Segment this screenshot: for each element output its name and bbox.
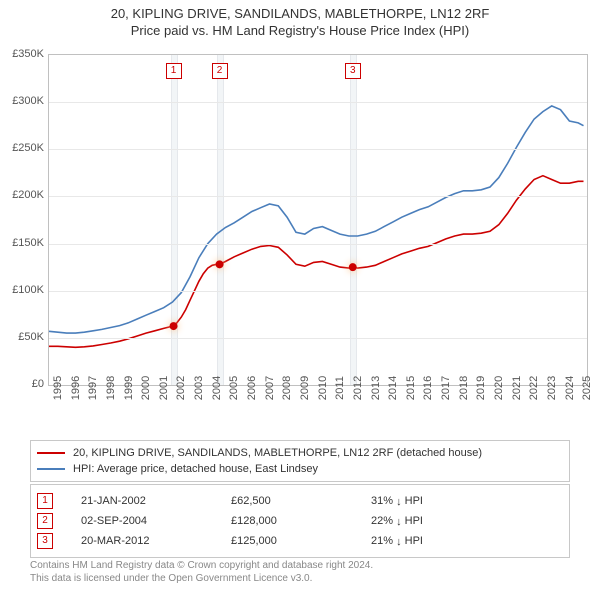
x-axis-tick-label: 2020	[493, 376, 505, 400]
gridline-horizontal	[49, 338, 587, 339]
footer-attribution: Contains HM Land Registry data © Crown c…	[30, 560, 570, 585]
x-axis-tick-label: 2003	[193, 376, 205, 400]
legend-box: 20, KIPLING DRIVE, SANDILANDS, MABLETHOR…	[30, 440, 570, 482]
y-axis-tick-label: £250K	[4, 142, 44, 154]
transaction-price: £125,000	[231, 535, 371, 547]
x-axis-tick-label: 2019	[475, 376, 487, 400]
transaction-date: 20-MAR-2012	[81, 535, 231, 547]
x-axis-tick-label: 2004	[211, 376, 223, 400]
x-axis-tick-label: 2002	[175, 376, 187, 400]
transaction-date: 21-JAN-2002	[81, 495, 231, 507]
transaction-marker: 2	[212, 63, 228, 79]
transaction-price: £62,500	[231, 495, 371, 507]
x-axis-tick-label: 2005	[228, 376, 240, 400]
transaction-row: 1 21-JAN-2002 £62,500 31% ↓ HPI	[37, 491, 563, 511]
x-axis-tick-label: 2013	[370, 376, 382, 400]
arrow-down-icon: ↓	[396, 496, 402, 508]
y-axis-tick-label: £50K	[4, 331, 44, 343]
legend-swatch-hpi	[37, 468, 65, 470]
x-axis-tick-label: 2007	[264, 376, 276, 400]
x-axis-tick-label: 2024	[564, 376, 576, 400]
x-axis-tick-label: 2021	[511, 376, 523, 400]
chart-plot-area: 1 2 3	[48, 54, 588, 386]
x-axis-tick-label: 2006	[246, 376, 258, 400]
chart-title-main: 20, KIPLING DRIVE, SANDILANDS, MABLETHOR…	[0, 6, 600, 21]
y-axis-tick-label: £100K	[4, 284, 44, 296]
transaction-delta: 21% ↓ HPI	[371, 535, 563, 547]
legend-row-property: 20, KIPLING DRIVE, SANDILANDS, MABLETHOR…	[37, 445, 563, 461]
legend-label-property: 20, KIPLING DRIVE, SANDILANDS, MABLETHOR…	[73, 447, 482, 459]
arrow-down-icon: ↓	[396, 536, 402, 548]
transaction-index-box: 1	[37, 493, 53, 509]
x-axis-tick-label: 2000	[140, 376, 152, 400]
transaction-point	[170, 322, 178, 330]
x-axis-tick-label: 2009	[299, 376, 311, 400]
x-axis-tick-label: 2011	[334, 376, 346, 400]
gridline-horizontal	[49, 291, 587, 292]
transaction-delta: 22% ↓ HPI	[371, 515, 563, 527]
x-axis-tick-label: 2015	[405, 376, 417, 400]
gridline-horizontal	[49, 196, 587, 197]
x-axis-tick-label: 2023	[546, 376, 558, 400]
transaction-point	[216, 260, 224, 268]
line-series-property	[49, 176, 584, 348]
footer-line2: This data is licensed under the Open Gov…	[30, 573, 570, 586]
transaction-marker: 1	[166, 63, 182, 79]
transaction-delta: 31% ↓ HPI	[371, 495, 563, 507]
x-axis-tick-label: 2022	[528, 376, 540, 400]
chart-svg	[49, 55, 587, 385]
x-axis-tick-label: 1997	[87, 376, 99, 400]
arrow-down-icon: ↓	[396, 516, 402, 528]
x-axis-tick-label: 2018	[458, 376, 470, 400]
x-axis-tick-label: 1998	[105, 376, 117, 400]
x-axis-tick-label: 2014	[387, 376, 399, 400]
transactions-table: 1 21-JAN-2002 £62,500 31% ↓ HPI 2 02-SEP…	[30, 484, 570, 558]
x-axis-tick-label: 2025	[581, 376, 593, 400]
gridline-horizontal	[49, 149, 587, 150]
x-axis-tick-label: 1996	[70, 376, 82, 400]
legend-row-hpi: HPI: Average price, detached house, East…	[37, 461, 563, 477]
gridline-horizontal	[49, 244, 587, 245]
x-axis-tick-label: 2001	[158, 376, 170, 400]
transaction-date: 02-SEP-2004	[81, 515, 231, 527]
footer-line1: Contains HM Land Registry data © Crown c…	[30, 560, 570, 573]
x-axis-tick-label: 2017	[440, 376, 452, 400]
x-axis-tick-label: 2008	[281, 376, 293, 400]
transaction-point	[349, 263, 357, 271]
transaction-row: 2 02-SEP-2004 £128,000 22% ↓ HPI	[37, 511, 563, 531]
x-axis-tick-label: 1999	[123, 376, 135, 400]
chart-title-sub: Price paid vs. HM Land Registry's House …	[0, 23, 600, 38]
transaction-price: £128,000	[231, 515, 371, 527]
transaction-marker: 3	[345, 63, 361, 79]
x-axis-tick-label: 2010	[317, 376, 329, 400]
legend-label-hpi: HPI: Average price, detached house, East…	[73, 463, 318, 475]
transaction-row: 3 20-MAR-2012 £125,000 21% ↓ HPI	[37, 531, 563, 551]
y-axis-tick-label: £350K	[4, 48, 44, 60]
x-axis-tick-label: 1995	[52, 376, 64, 400]
transaction-index-box: 2	[37, 513, 53, 529]
y-axis-tick-label: £300K	[4, 95, 44, 107]
y-axis-tick-label: £0	[4, 378, 44, 390]
gridline-horizontal	[49, 102, 587, 103]
y-axis-tick-label: £200K	[4, 189, 44, 201]
legend-swatch-property	[37, 452, 65, 454]
x-axis-tick-label: 2016	[422, 376, 434, 400]
x-axis-tick-label: 2012	[352, 376, 364, 400]
transaction-index-box: 3	[37, 533, 53, 549]
y-axis-tick-label: £150K	[4, 237, 44, 249]
